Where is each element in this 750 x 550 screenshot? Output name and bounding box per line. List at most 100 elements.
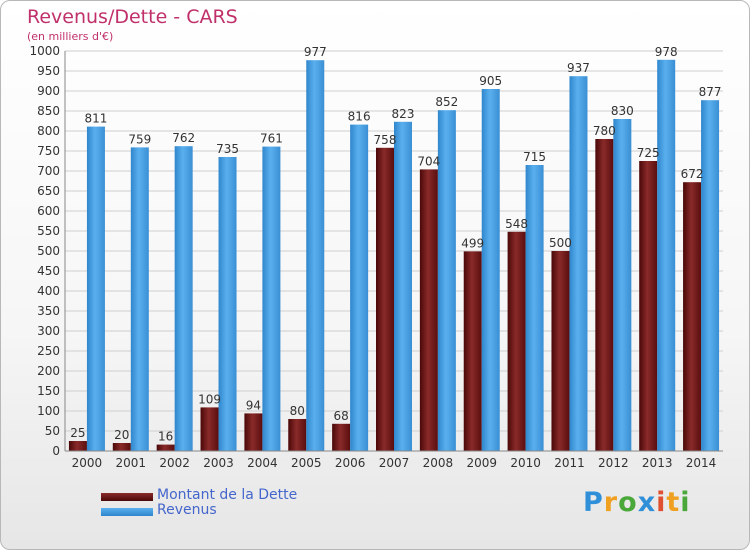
x-tick-label: 2006	[335, 456, 366, 470]
y-tick-label: 350	[37, 304, 60, 318]
x-tick-label: 2007	[379, 456, 410, 470]
data-label-revenue: 823	[392, 107, 415, 121]
data-label-debt: 499	[461, 236, 484, 250]
legend-swatch-debt	[101, 493, 153, 501]
x-tick-label: 2000	[72, 456, 103, 470]
bar-revenue	[613, 119, 632, 451]
y-tick-label: 600	[37, 204, 60, 218]
chart-subtitle: (en milliers d'€)	[27, 30, 114, 43]
bar-debt	[156, 444, 175, 451]
logo-letter: r	[603, 487, 619, 518]
bar-revenue	[437, 110, 456, 451]
x-tick-label: 2014	[686, 456, 717, 470]
y-tick-label: 800	[37, 124, 60, 138]
data-label-debt: 16	[158, 430, 173, 444]
data-label-revenue: 762	[172, 131, 195, 145]
x-tick-label: 2002	[159, 456, 190, 470]
x-tick-label: 2013	[642, 456, 673, 470]
bar-revenue	[657, 59, 676, 452]
x-tick-label: 2012	[598, 456, 629, 470]
x-tick-label: 2001	[116, 456, 147, 470]
chart-title: Revenus/Dette - CARS	[27, 6, 238, 28]
data-label-debt: 548	[505, 217, 528, 231]
y-tick-label: 150	[37, 384, 60, 398]
y-tick-label: 850	[37, 104, 60, 118]
y-tick-label: 900	[37, 84, 60, 98]
data-label-revenue: 761	[260, 132, 283, 146]
bar-revenue	[306, 60, 325, 451]
data-label-revenue: 877	[699, 85, 722, 99]
data-label-revenue: 977	[304, 45, 327, 59]
logo-letter: x	[637, 487, 657, 518]
bar-debt	[200, 407, 219, 451]
data-label-revenue: 811	[84, 112, 107, 126]
data-label-debt: 94	[246, 398, 261, 412]
data-label-debt: 672	[681, 167, 704, 181]
bar-debt	[332, 423, 351, 451]
x-tick-label: 2004	[247, 456, 278, 470]
logo-letter: i	[680, 487, 691, 518]
legend-swatch-revenue	[101, 508, 153, 516]
x-tick-label: 2003	[203, 456, 234, 470]
bar-revenue	[525, 165, 544, 451]
data-label-revenue: 816	[348, 110, 371, 124]
x-tick-label: 2009	[466, 456, 497, 470]
bar-debt	[463, 251, 482, 451]
data-label-revenue: 852	[435, 95, 458, 109]
y-tick-label: 650	[37, 184, 60, 198]
y-tick-label: 750	[37, 144, 60, 158]
bar-revenue	[701, 100, 720, 451]
bar-debt	[507, 231, 526, 451]
x-tick-label: 2005	[291, 456, 322, 470]
data-label-debt: 500	[549, 236, 572, 250]
x-tick-label: 2008	[423, 456, 454, 470]
y-tick-label: 950	[37, 64, 60, 78]
y-tick-label: 200	[37, 364, 60, 378]
y-tick-label: 300	[37, 324, 60, 338]
logo-letter: i	[656, 487, 667, 518]
bar-revenue	[569, 76, 588, 451]
bar-debt	[376, 147, 394, 452]
data-label-revenue: 905	[479, 74, 502, 88]
data-label-revenue: 715	[523, 150, 546, 164]
bar-revenue	[130, 147, 149, 451]
data-label-revenue: 937	[567, 61, 590, 75]
x-tick-label: 2010	[510, 456, 541, 470]
bar-revenue	[394, 121, 412, 452]
logo-letter: P	[583, 487, 604, 518]
bar-debt	[244, 413, 263, 451]
legend-label-revenue: Revenus	[157, 502, 217, 518]
y-tick-label: 700	[37, 164, 60, 178]
y-tick-label: 50	[45, 424, 60, 438]
data-label-revenue: 759	[128, 132, 151, 146]
y-tick-label: 550	[37, 224, 60, 238]
data-label-debt: 80	[290, 404, 305, 418]
bar-debt	[419, 169, 438, 451]
data-label-debt: 20	[114, 428, 129, 442]
bar-revenue	[218, 157, 237, 451]
legend-label-debt: Montant de la Dette	[157, 487, 298, 503]
data-label-debt: 109	[198, 392, 221, 406]
data-label-debt: 758	[374, 133, 397, 147]
y-tick-label: 250	[37, 344, 60, 358]
y-tick-label: 1000	[29, 44, 60, 58]
bar-revenue	[174, 146, 193, 451]
y-tick-label: 0	[52, 444, 60, 458]
data-label-debt: 25	[70, 426, 85, 440]
data-label-revenue: 830	[611, 104, 634, 118]
x-tick-label: 2011	[554, 456, 585, 470]
data-label-debt: 725	[637, 146, 660, 160]
bar-debt	[68, 441, 87, 451]
data-label-debt: 780	[593, 124, 616, 138]
data-label-debt: 68	[333, 409, 348, 423]
bar-revenue	[262, 146, 281, 451]
bar-revenue	[481, 89, 500, 451]
bar-debt	[288, 419, 307, 451]
bar-debt	[639, 161, 658, 451]
bar-debt	[112, 443, 131, 451]
bar-debt	[595, 139, 614, 451]
data-label-revenue: 735	[216, 142, 239, 156]
proxiti-logo: Proxiti	[583, 487, 691, 518]
